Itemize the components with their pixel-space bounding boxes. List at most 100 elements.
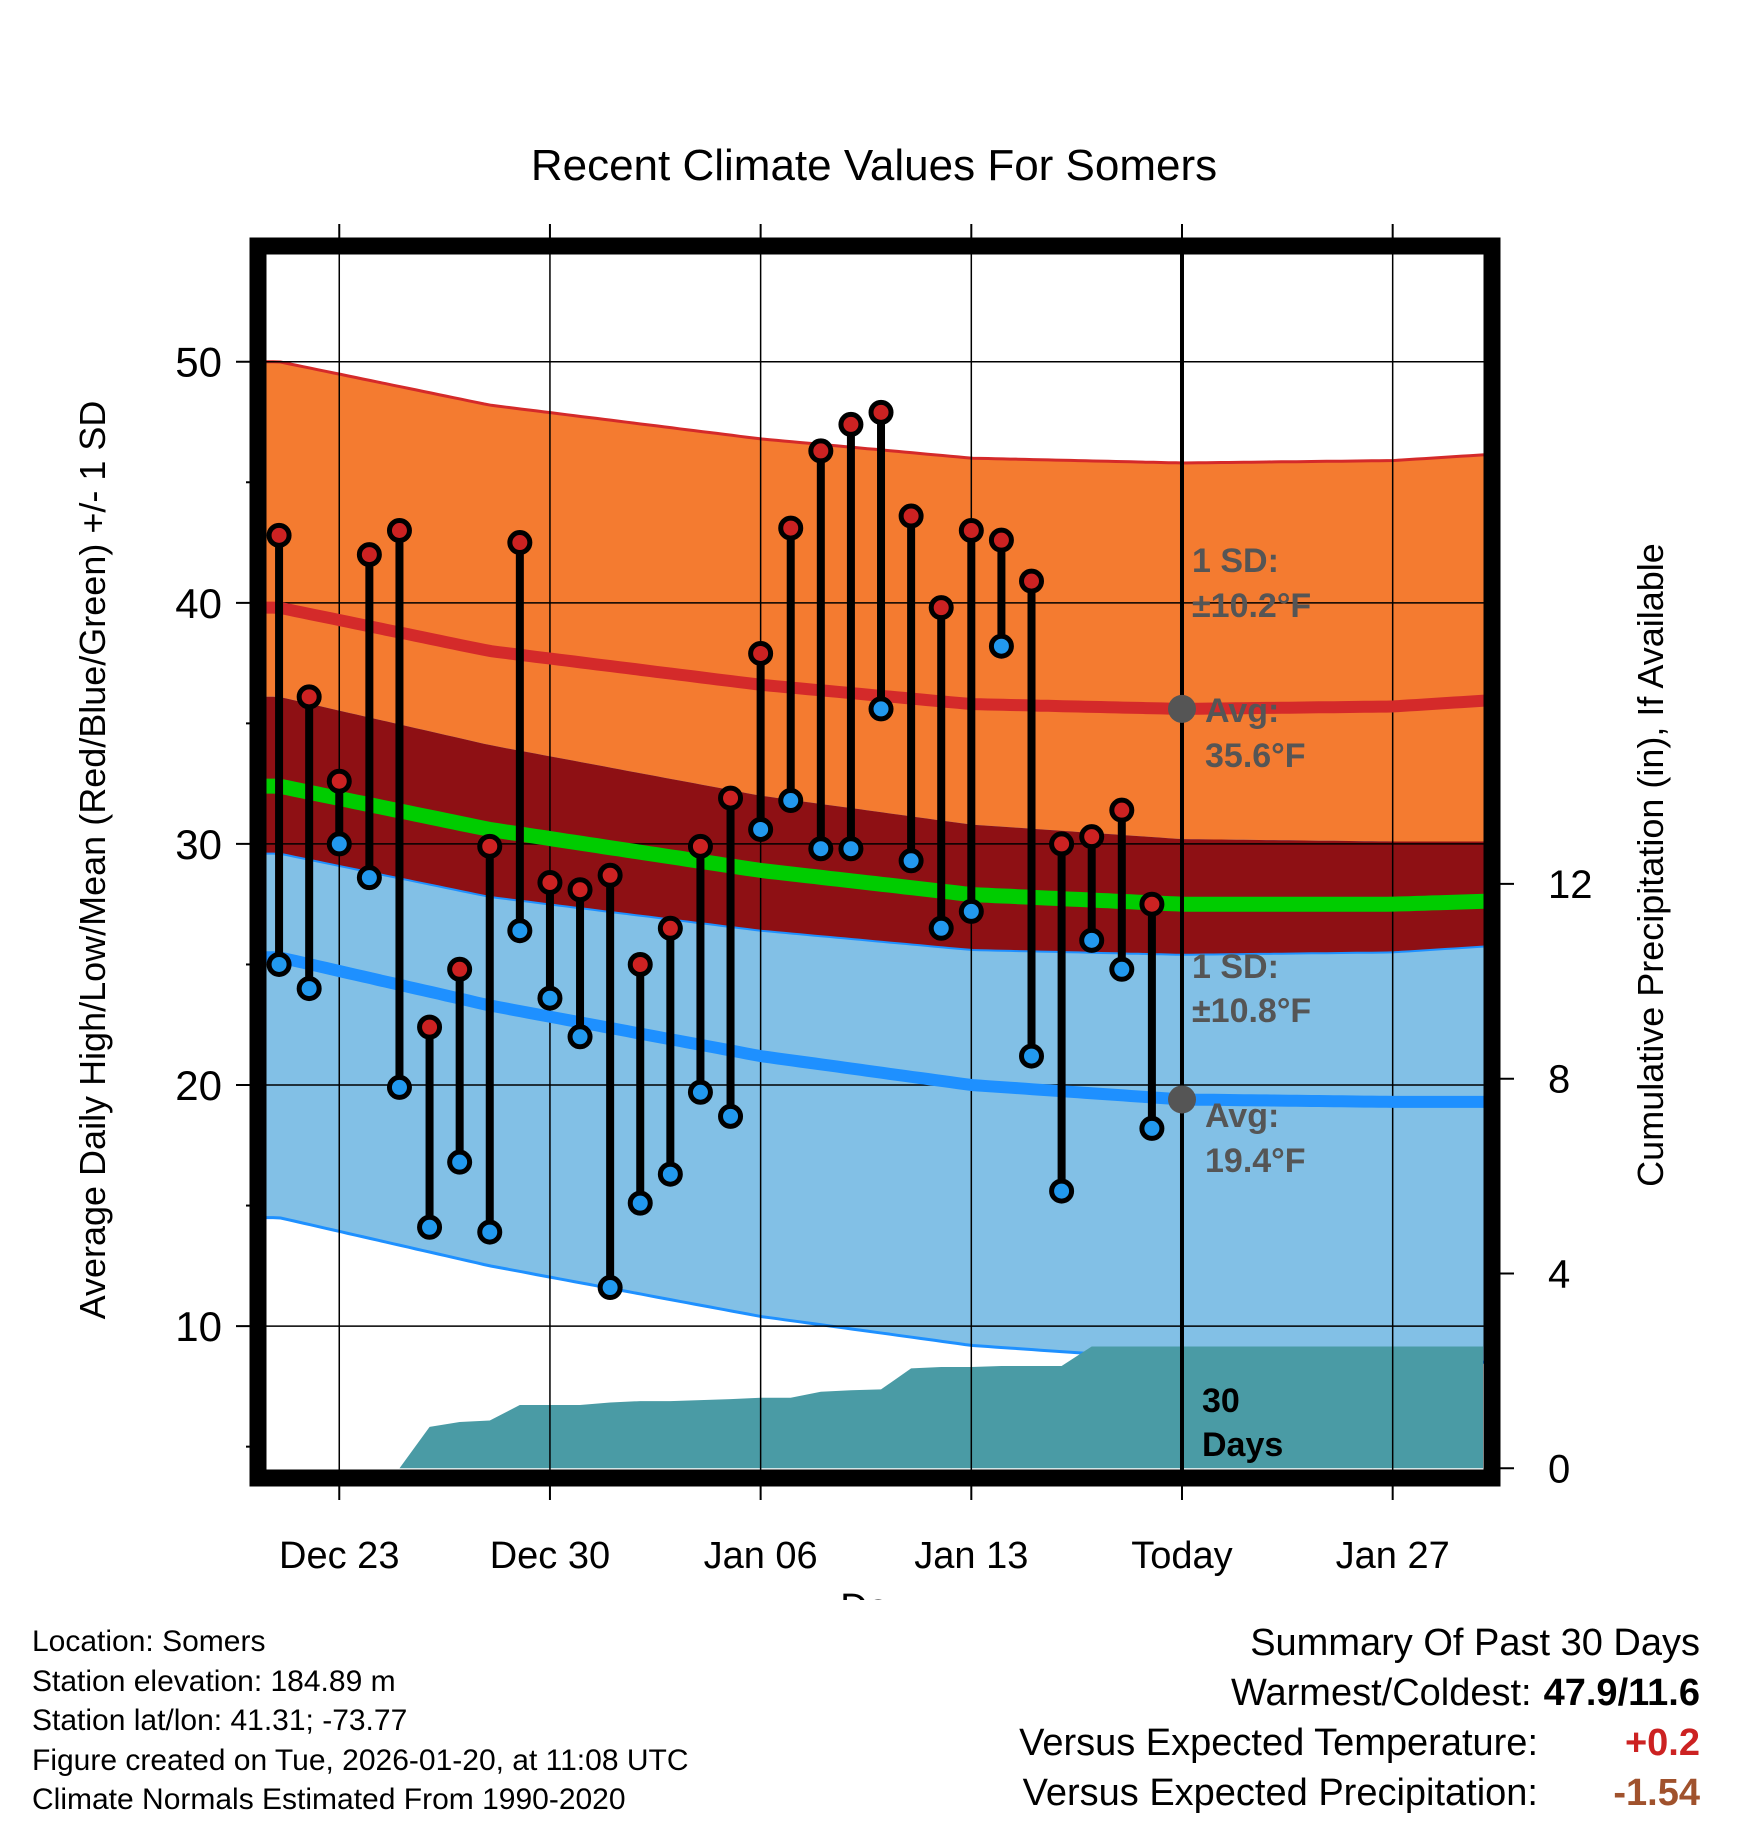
y-axis-label: Average Daily High/Low/Mean (Red/Blue/Gr… bbox=[72, 401, 113, 1320]
y2-axis-label: Cumulative Precipitation (in), If Availa… bbox=[1630, 543, 1671, 1187]
daily-low-dot bbox=[567, 1024, 593, 1050]
avg-high-marker bbox=[1167, 694, 1196, 723]
temp-vs-expected-value: +0.2 bbox=[1624, 1722, 1700, 1764]
x-tick-label: Jan 06 bbox=[704, 1535, 818, 1577]
daily-low-dot bbox=[657, 1161, 683, 1187]
daily-low-dot bbox=[627, 1190, 653, 1216]
daily-high-dot bbox=[1019, 568, 1045, 594]
daily-high-dot bbox=[386, 517, 412, 543]
daily-high-dot bbox=[356, 542, 382, 568]
high-sd-lower-edge bbox=[262, 852, 1488, 956]
daily-high-dot bbox=[1079, 824, 1105, 850]
low-avg-label: Avg: bbox=[1205, 1097, 1279, 1135]
temp-vs-expected-label: Versus Expected Temperature: bbox=[1019, 1722, 1538, 1764]
daily-low-dot bbox=[417, 1214, 443, 1240]
precip-days-count: 30 bbox=[1202, 1382, 1240, 1420]
daily-high-dot bbox=[838, 411, 864, 437]
avg-mean-line bbox=[262, 778, 1488, 912]
warm-cold-label: Warmest/Coldest: bbox=[1231, 1672, 1532, 1714]
high-sd-upper-edge bbox=[262, 360, 1488, 465]
daily-high-dot bbox=[266, 522, 292, 548]
daily-low-dot bbox=[1139, 1115, 1165, 1141]
climate-chart: Recent Climate Values For Somers Average… bbox=[72, 141, 1671, 1600]
x-axis-label: Day bbox=[840, 1587, 908, 1600]
daily-low-dot bbox=[898, 848, 924, 874]
daily-high-dot bbox=[627, 951, 653, 977]
daily-low-dot bbox=[386, 1074, 412, 1100]
summary-warm-cold: Warmest/Coldest: 47.9/11.6 bbox=[1019, 1668, 1700, 1718]
daily-high-dot bbox=[417, 1014, 443, 1040]
avg-low-marker bbox=[1167, 1085, 1196, 1114]
y-tick-label: 40 bbox=[175, 580, 222, 627]
precip-vs-expected-value: -1.54 bbox=[1613, 1772, 1700, 1814]
daily-high-dot bbox=[507, 530, 533, 556]
daily-high-dot bbox=[898, 503, 924, 529]
summary-temp: Versus Expected Temperature: +0.2 bbox=[1019, 1718, 1700, 1768]
daily-high-dot bbox=[958, 517, 984, 543]
latlon-text: Station lat/lon: 41.31; -73.77 bbox=[32, 1704, 408, 1737]
daily-high-dot bbox=[748, 640, 774, 666]
daily-low-dot bbox=[447, 1149, 473, 1175]
low-sd-label: 1 SD: bbox=[1192, 948, 1279, 986]
high-avg-label: Avg: bbox=[1205, 692, 1279, 730]
precip-vs-expected-label: Versus Expected Precipitation: bbox=[1022, 1772, 1538, 1814]
low-sd-value: ±10.8°F bbox=[1192, 992, 1311, 1030]
daily-low-dot bbox=[687, 1079, 713, 1105]
daily-low-dot bbox=[296, 976, 322, 1002]
daily-low-dot bbox=[266, 951, 292, 977]
y-tick-label: 10 bbox=[175, 1303, 222, 1350]
y2-tick-label: 12 bbox=[1548, 863, 1593, 907]
x-tick-label: Jan 27 bbox=[1336, 1535, 1450, 1577]
daily-marks bbox=[266, 399, 1165, 1301]
daily-high-dot bbox=[477, 833, 503, 859]
y-tick-label: 30 bbox=[175, 821, 222, 868]
daily-high-dot bbox=[1109, 797, 1135, 823]
daily-low-dot bbox=[988, 633, 1014, 659]
daily-high-dot bbox=[597, 862, 623, 888]
x-tick-label: Jan 13 bbox=[914, 1535, 1028, 1577]
daily-low-dot bbox=[507, 918, 533, 944]
daily-high-dot bbox=[718, 785, 744, 811]
warm-cold-value: 47.9/11.6 bbox=[1543, 1672, 1700, 1714]
summary-title: Summary Of Past 30 Days bbox=[1250, 1622, 1700, 1664]
daily-low-dot bbox=[748, 816, 774, 842]
high-sd-value: ±10.2°F bbox=[1192, 587, 1311, 625]
x-tick-label: Today bbox=[1131, 1535, 1232, 1577]
x-tick-label: Dec 23 bbox=[279, 1535, 399, 1577]
daily-low-dot bbox=[928, 915, 954, 941]
daily-low-dot bbox=[808, 836, 834, 862]
y2-tick-label: 8 bbox=[1548, 1058, 1570, 1102]
elevation-text: Station elevation: 184.89 m bbox=[32, 1664, 396, 1698]
daily-low-dot bbox=[537, 985, 563, 1011]
y-tick-label: 20 bbox=[175, 1062, 222, 1109]
daily-low-dot bbox=[1019, 1043, 1045, 1069]
daily-high-dot bbox=[447, 956, 473, 982]
daily-low-dot bbox=[597, 1275, 623, 1301]
summary-panel: Summary Of Past 30 Days Warmest/Coldest:… bbox=[1019, 1618, 1700, 1818]
daily-high-dot bbox=[326, 768, 352, 794]
normals-text: Climate Normals Estimated From 1990-2020 bbox=[32, 1783, 626, 1816]
created-text: Figure created on Tue, 2026-01-20, at 11… bbox=[32, 1743, 689, 1777]
y-tick-label: 50 bbox=[175, 339, 222, 386]
precip-days-label: Days bbox=[1202, 1426, 1283, 1464]
low-avg-value: 19.4°F bbox=[1205, 1142, 1306, 1180]
axes: 10 20 30 40 50 0 4 8 12 Dec 23 Dec 30 Jan 06 Jan 13 T… bbox=[175, 224, 1593, 1577]
daily-high-dot bbox=[657, 915, 683, 941]
chart-title: Recent Climate Values For Somers bbox=[531, 141, 1217, 190]
y2-tick-label: 0 bbox=[1548, 1447, 1570, 1491]
precip-area bbox=[399, 1346, 1483, 1469]
daily-low-dot bbox=[718, 1103, 744, 1129]
avg-low-line bbox=[262, 951, 1488, 1108]
daily-high-dot bbox=[537, 869, 563, 895]
plot-frame bbox=[249, 237, 1501, 1487]
daily-low-dot bbox=[1079, 927, 1105, 953]
daily-low-dot bbox=[1049, 1178, 1075, 1204]
y2-tick-label: 4 bbox=[1548, 1252, 1570, 1296]
daily-high-dot bbox=[778, 515, 804, 541]
daily-low-dot bbox=[477, 1219, 503, 1245]
daily-low-dot bbox=[868, 696, 894, 722]
location-text: Location: Somers bbox=[32, 1625, 266, 1658]
daily-high-dot bbox=[868, 399, 894, 425]
daily-high-dot bbox=[808, 438, 834, 464]
daily-low-dot bbox=[958, 898, 984, 924]
